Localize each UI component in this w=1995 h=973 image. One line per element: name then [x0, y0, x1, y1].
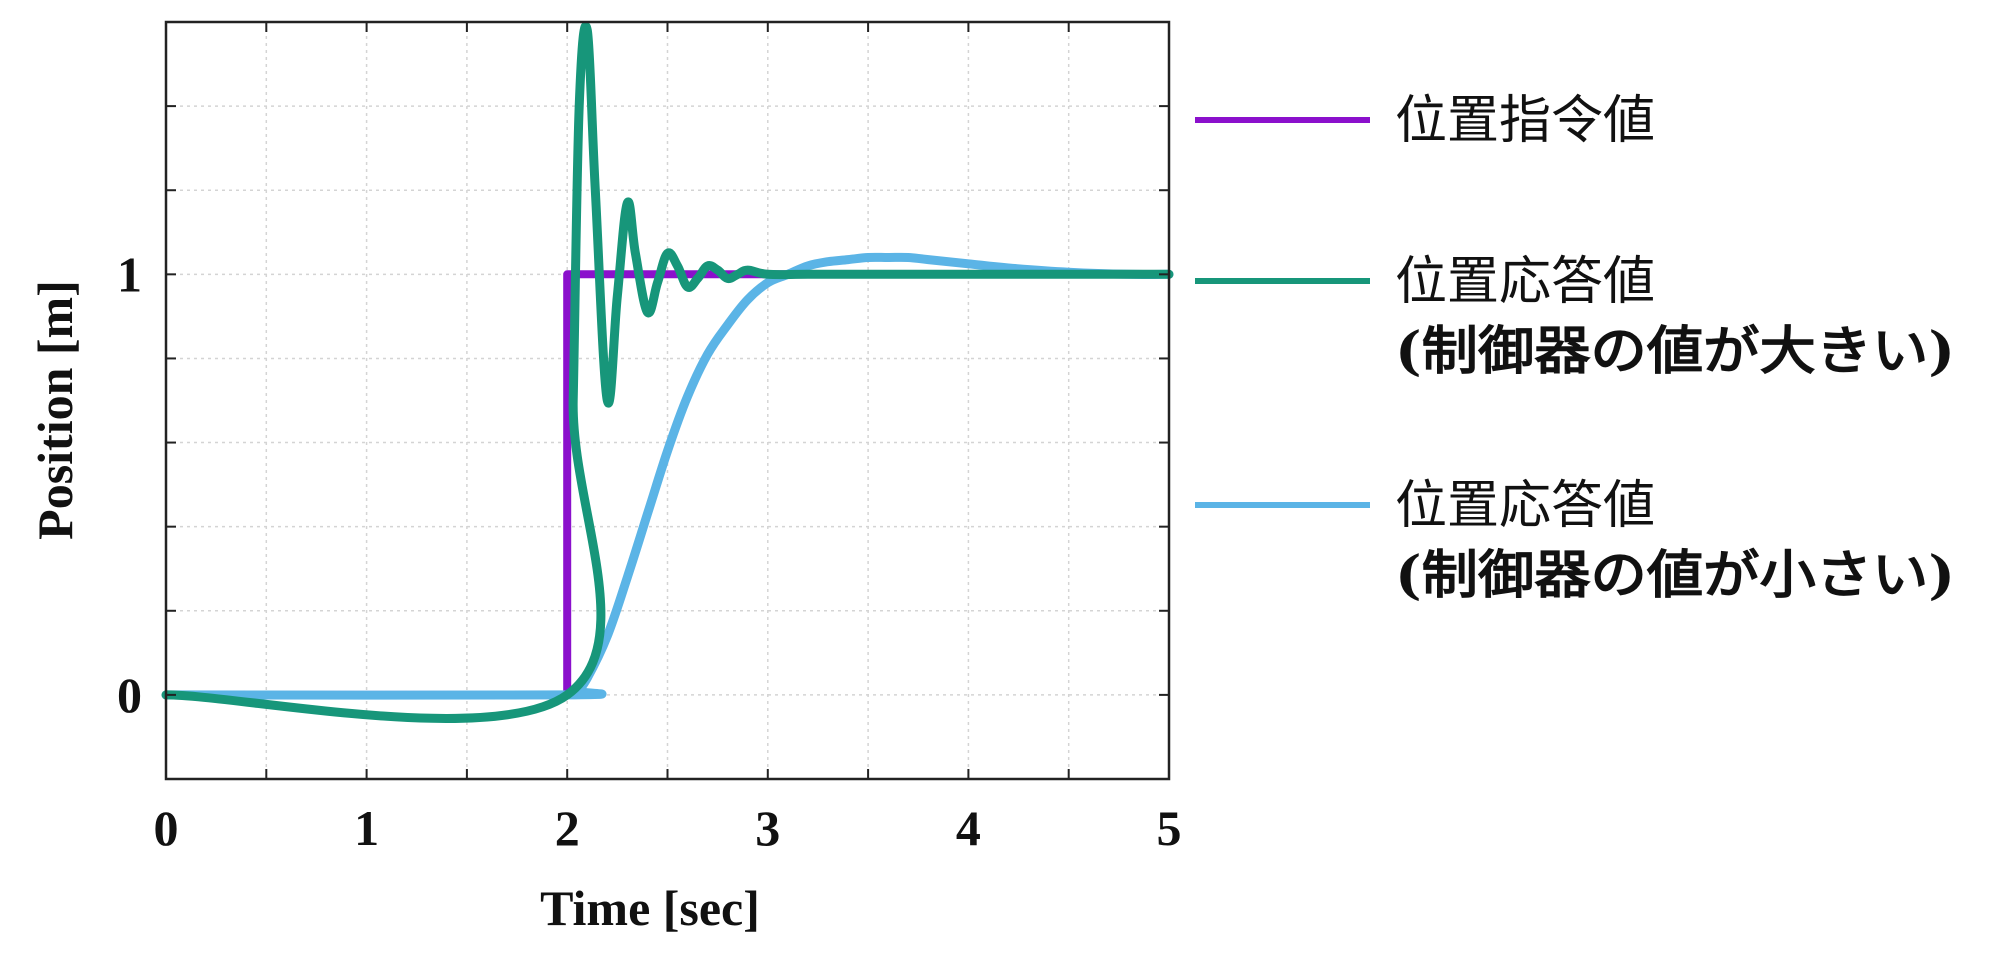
series-layer [161, 21, 1174, 723]
tick-layer: 0 1 2 3 4 5 0 1 [117, 22, 1182, 856]
x-tick-label: 3 [755, 800, 780, 856]
legend-sublabel-2: (制御器の値が大きい) [1395, 321, 1955, 382]
x-tick-label: 4 [956, 800, 981, 856]
grid-layer [166, 22, 1169, 779]
x-axis-title: Time [sec] [540, 880, 760, 936]
x-tick-label: 1 [354, 800, 379, 856]
legend-label-3: 位置応答値 [1395, 476, 1655, 536]
series-line-2 [161, 21, 1174, 723]
x-tick-label: 2 [555, 800, 580, 856]
y-tick-label: 0 [117, 667, 142, 723]
legend-label-2: 位置応答値 [1395, 252, 1655, 312]
y-axis-title: Position [m] [27, 280, 83, 540]
y-tick-label: 1 [117, 246, 142, 302]
x-tick-label: 5 [1157, 800, 1182, 856]
legend-sublabel-3: (制御器の値が小さい) [1395, 545, 1955, 606]
legend-label-1: 位置指令値 [1395, 91, 1655, 151]
x-tick-label: 0 [154, 800, 179, 856]
